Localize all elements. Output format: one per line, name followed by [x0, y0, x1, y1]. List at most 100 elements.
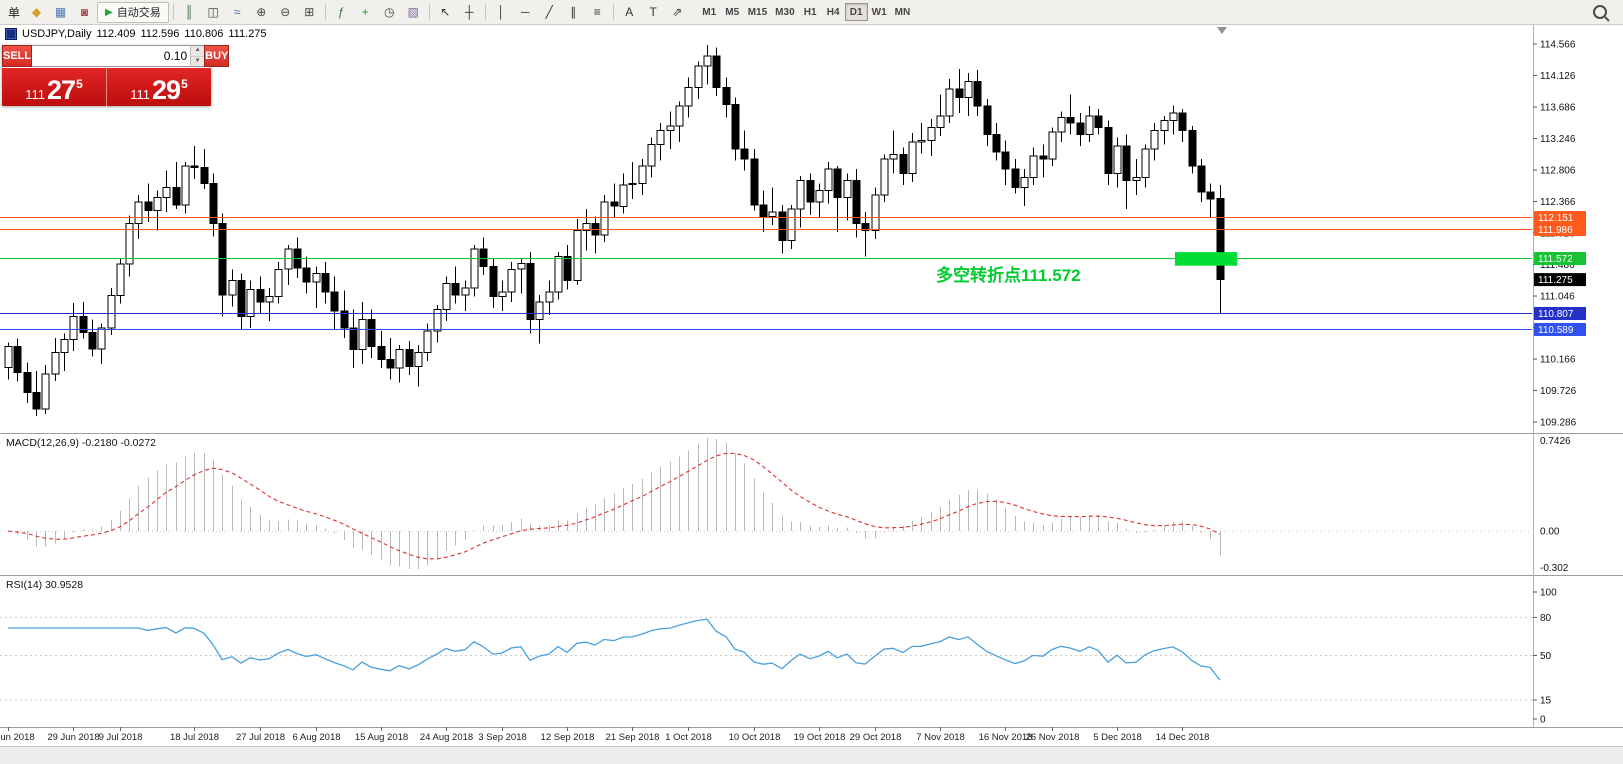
bullish-candle	[107, 295, 116, 329]
volume-field: ▲ ▼	[32, 45, 205, 67]
timeframe-w1[interactable]: W1	[868, 3, 891, 21]
bullish-candle	[703, 55, 712, 67]
timeframe-d1[interactable]: D1	[844, 3, 868, 21]
bar-chart-icon[interactable]: ║	[184, 5, 194, 19]
autotrading-label: 自动交易	[116, 7, 161, 19]
toolbar-separator	[172, 4, 174, 20]
bearish-candle	[349, 327, 358, 350]
line-chart-icon[interactable]: ≈	[233, 5, 241, 19]
bearish-candle	[852, 180, 861, 224]
timeframe-m30[interactable]: M30	[771, 3, 798, 21]
bullish-candle	[908, 141, 917, 174]
bearish-candle	[256, 288, 265, 303]
timeframe-mn[interactable]: MN	[891, 3, 915, 21]
price-axis-label: 113.686	[1540, 103, 1576, 114]
bullish-candle	[517, 263, 526, 270]
chart-title: USDJPY,Daily 112.409 112.596 110.806 111…	[5, 28, 267, 40]
date-axis-label: 6 Aug 2018	[292, 732, 340, 743]
buy-price-pip: 5	[181, 77, 188, 91]
new-order-icon[interactable]: ◆	[31, 5, 42, 19]
zoom-in-icon[interactable]: ⊕	[256, 5, 267, 19]
periods-icon[interactable]: ◷	[383, 5, 395, 19]
arrow-objects-icon[interactable]: ⇗	[672, 5, 683, 19]
cursor-icon[interactable]: ↖	[440, 5, 451, 19]
order-menu-item[interactable]: 单	[8, 5, 21, 20]
buy-price-display[interactable]: 111 29 5	[107, 68, 211, 106]
bearish-candle	[1076, 122, 1085, 136]
horizontal-line-icon[interactable]: ─	[520, 5, 530, 19]
timeframe-m15[interactable]: M15	[744, 3, 771, 21]
macd-indicator-label: MACD(12,26,9) -0.2180 -0.0272	[6, 437, 156, 449]
bullish-candle	[1150, 129, 1159, 150]
vertical-line-icon[interactable]: │	[497, 5, 505, 19]
bullish-candle	[600, 201, 609, 236]
rsi-line	[8, 618, 1221, 681]
pivot-highlight-rectangle[interactable]	[1174, 252, 1238, 266]
pivot-annotation-text: 多空转折点111.572	[936, 266, 1081, 285]
bullish-candle	[41, 373, 50, 410]
bearish-candle	[759, 204, 768, 217]
navigator-icon[interactable]: ◙	[80, 5, 89, 19]
bearish-candle	[200, 167, 209, 184]
fibonacci-icon[interactable]: ≡	[593, 5, 601, 19]
bearish-candle	[1206, 191, 1215, 200]
bearish-candle	[340, 310, 349, 329]
text-label-icon[interactable]: T	[649, 5, 657, 19]
timeframe-m5[interactable]: M5	[721, 3, 744, 21]
bullish-candle	[134, 201, 143, 224]
bullish-candle	[1169, 112, 1178, 121]
bearish-candle	[13, 346, 22, 373]
toolbar-separator	[484, 4, 486, 20]
sell-price-prefix: 111	[25, 87, 46, 102]
trade-prices-row: 111 27 5 111 29 5	[2, 68, 211, 106]
bearish-candle	[367, 318, 376, 348]
timeframe-m1[interactable]: M1	[698, 3, 721, 21]
level-price-tag-text: 112.151	[1538, 213, 1574, 224]
rsi-axis-label: 50	[1540, 651, 1552, 662]
autotrading-button[interactable]: ▶ 自动交易	[97, 1, 169, 23]
bearish-candle	[1066, 117, 1075, 124]
bearish-candle	[1216, 197, 1225, 281]
bullish-candle	[936, 115, 945, 128]
bearish-candle	[1011, 168, 1020, 189]
market-watch-icon[interactable]: ▦	[54, 5, 67, 19]
rsi-axis-label: 100	[1540, 588, 1557, 599]
crosshair-icon[interactable]: ┼	[464, 5, 474, 19]
timeframe-h4[interactable]: H4	[822, 3, 845, 21]
bearish-candle	[330, 291, 339, 312]
volume-increase-button[interactable]: ▲	[191, 46, 205, 57]
candlestick-chart-icon[interactable]: ◫	[207, 5, 219, 19]
tile-windows-icon[interactable]: ⊞	[304, 5, 315, 19]
price-axis-label: 111.046	[1540, 292, 1575, 303]
bearish-candle	[451, 283, 460, 296]
equidistant-channel-icon[interactable]: ∥	[570, 5, 577, 19]
play-icon: ▶	[105, 6, 113, 18]
bearish-candle	[955, 88, 964, 98]
sell-button[interactable]: SELL	[2, 45, 33, 67]
price-axis-label: 110.166	[1540, 355, 1576, 366]
bearish-candle	[806, 180, 815, 203]
current-price-tag	[1534, 273, 1586, 287]
bullish-candle	[69, 316, 78, 340]
zoom-out-icon[interactable]: ⊖	[280, 5, 291, 19]
timeframe-h1[interactable]: H1	[799, 3, 822, 21]
buy-button[interactable]: BUY	[204, 45, 230, 67]
templates-icon[interactable]: ▧	[407, 5, 419, 19]
bullish-candle	[1132, 177, 1141, 182]
volume-decrease-button[interactable]: ▼	[191, 56, 205, 66]
indicators-list-icon[interactable]: ƒ	[337, 5, 345, 19]
bullish-candle	[684, 86, 693, 107]
add-indicator-icon[interactable]: +	[361, 5, 369, 19]
sell-price-display[interactable]: 111 27 5	[2, 68, 107, 106]
search-icon[interactable]	[1593, 5, 1607, 19]
volume-input[interactable]	[32, 46, 191, 66]
current-price-tag-text: 111.275	[1538, 275, 1573, 286]
bullish-candle	[97, 327, 106, 350]
trendline-icon[interactable]: ╱	[545, 5, 553, 19]
bullish-candle	[815, 190, 824, 203]
text-icon[interactable]: A	[625, 5, 634, 19]
bullish-candle	[228, 280, 237, 296]
bearish-candle	[1188, 129, 1197, 167]
bullish-candle	[889, 154, 898, 160]
toolbar-separator	[612, 4, 614, 20]
